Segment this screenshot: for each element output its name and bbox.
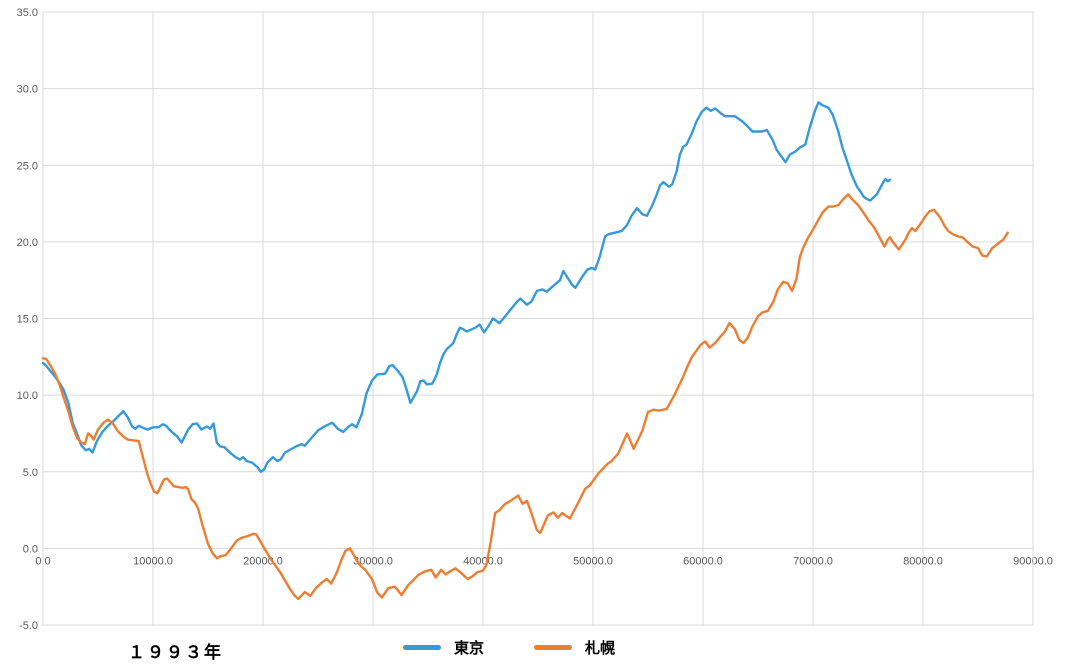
tokyo-legend-label: 東京 bbox=[454, 639, 485, 657]
series-line-sapporo bbox=[41, 193, 1009, 601]
x-axis-tick-label: 70000.0 bbox=[793, 555, 833, 567]
x-axis-tick-label: 20000.0 bbox=[243, 555, 283, 567]
series-line-tokyo bbox=[41, 101, 892, 473]
y-axis-tick-label: 20.0 bbox=[17, 237, 38, 249]
x-axis-tick-label: 10000.0 bbox=[133, 555, 173, 567]
legend-item-tokyo: 東京 bbox=[403, 637, 484, 658]
x-axis-tick-label: 80000.0 bbox=[903, 555, 943, 567]
y-axis-tick-label: 30.0 bbox=[17, 84, 38, 96]
tokyo-series-marker-icon bbox=[403, 645, 441, 650]
y-axis-tick-label: 25.0 bbox=[17, 160, 38, 172]
sapporo-legend-label: 札幌 bbox=[585, 639, 616, 657]
chart-title: １９９３年 bbox=[128, 643, 223, 663]
plot-area-border bbox=[42, 11, 1034, 626]
y-axis-tick-label: 0.0 bbox=[23, 543, 38, 555]
x-axis-tick-label: 50000.0 bbox=[573, 555, 613, 567]
y-axis-tick-label: 35.0 bbox=[17, 7, 38, 19]
x-axis-tick-label: 30000.0 bbox=[353, 555, 393, 567]
y-axis-tick-label: 10.0 bbox=[17, 390, 38, 402]
legend-item-sapporo: 札幌 bbox=[534, 637, 615, 658]
x-axis-tick-label: 40000.0 bbox=[463, 555, 503, 567]
x-axis-tick-label: 60000.0 bbox=[683, 555, 723, 567]
legend: 東京 札幌 bbox=[403, 637, 615, 658]
y-axis-tick-label: -5.0 bbox=[19, 620, 38, 632]
y-axis-tick-label: 15.0 bbox=[17, 314, 38, 326]
y-axis-tick-label: 5.0 bbox=[23, 467, 38, 479]
sapporo-series-marker-icon bbox=[534, 645, 573, 650]
